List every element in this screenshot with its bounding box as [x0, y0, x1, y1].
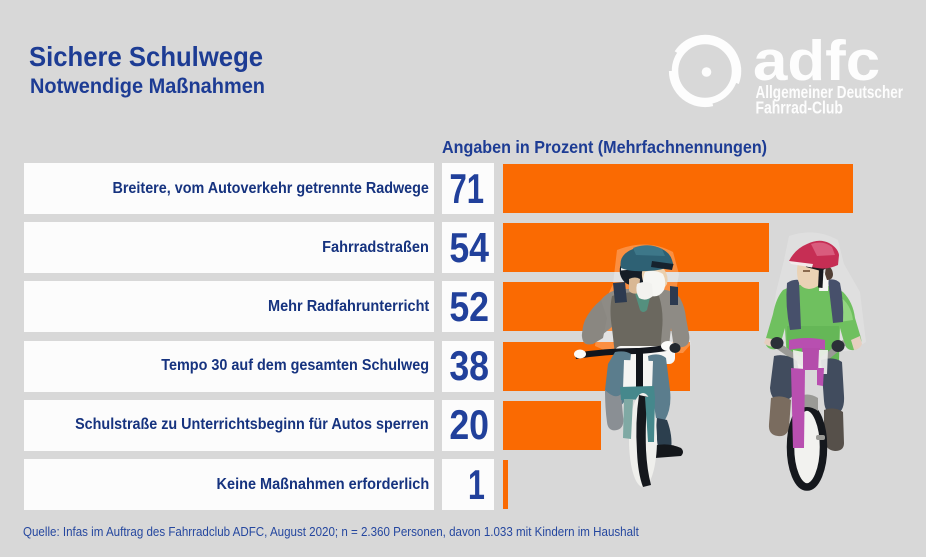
svg-text:adfc: adfc	[753, 28, 880, 92]
svg-text:Allgemeiner Deutscher: Allgemeiner Deutscher	[756, 83, 904, 102]
svg-text:Fahrrad-Club: Fahrrad-Club	[756, 98, 844, 118]
